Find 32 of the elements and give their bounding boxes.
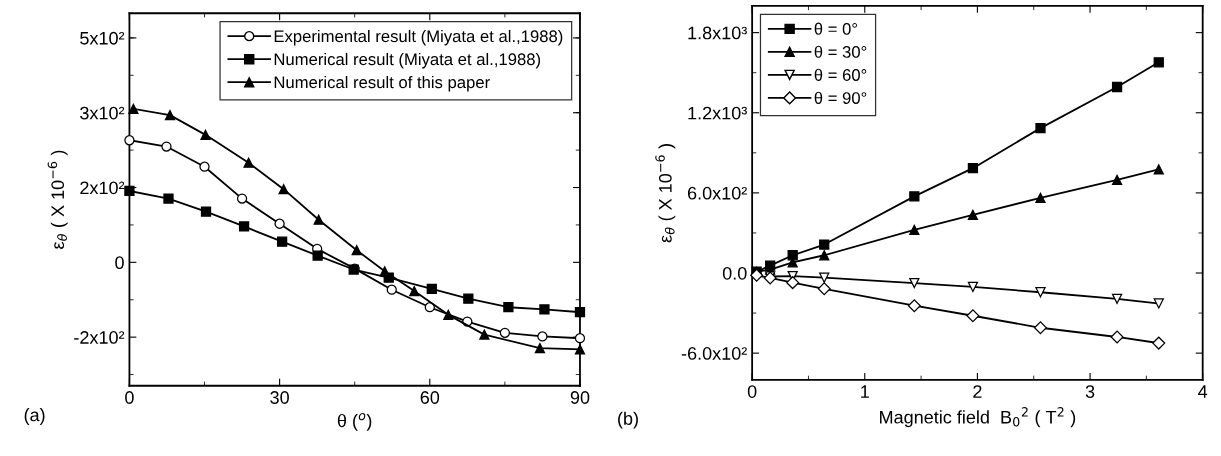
y-tick-label: 5x10² (80, 31, 125, 45)
y-tick-label: 0 (115, 256, 124, 270)
x-axis-title: θ ($^{o}$) (337, 413, 372, 431)
y-tick-label: 2x10² (80, 181, 125, 195)
text: (a) (24, 408, 45, 425)
legend-label: θ = 60° (814, 68, 867, 81)
x-tick-label: 30 (270, 391, 289, 404)
legend-label: Numerical result of this paper (274, 75, 490, 92)
y-tick-label: 3x10² (80, 106, 125, 120)
legend-label: θ = 0° (814, 22, 857, 35)
legend-label: Numerical result (Miyata et al.,1988) (274, 52, 541, 69)
y-tick-label: 1.8x10³ (688, 26, 747, 40)
y-tick-label: -2x10² (74, 331, 125, 344)
y-tick-label: -6.0x10² (681, 347, 747, 360)
x-tick-label: 60 (420, 391, 440, 404)
y-axis-title: ε$_{θ}$ ( X 10$^{−6}$ ) (47, 150, 68, 249)
legend-label: θ = 30° (814, 45, 867, 58)
x-tick-label: 1 (861, 385, 869, 398)
legend-label: θ = 90° (814, 91, 867, 104)
x-axis-title: Magnetic field B$_{0}$$^{2}$ ( T$^{2}$ ) (880, 407, 1076, 428)
x-tick-label: 0 (747, 385, 757, 398)
y-tick-label: 0.0 (722, 266, 747, 280)
x-tick-label: 4 (1198, 385, 1208, 398)
legend-label: Experimental result (Miyata et al.,1988) (274, 29, 563, 46)
x-tick-label: 90 (570, 391, 590, 404)
x-tick-label: 2 (973, 385, 982, 398)
x-tick-label: 3 (1085, 385, 1095, 398)
x-tick-label: 0 (125, 391, 134, 404)
text: (b) (618, 411, 638, 429)
y-tick-label: 6.0x10² (687, 186, 747, 200)
y-axis-title: ε$_{θ}$ ( X 10$^{−6}$ ) (655, 144, 676, 243)
y-tick-label: 1.2x10³ (688, 106, 747, 120)
